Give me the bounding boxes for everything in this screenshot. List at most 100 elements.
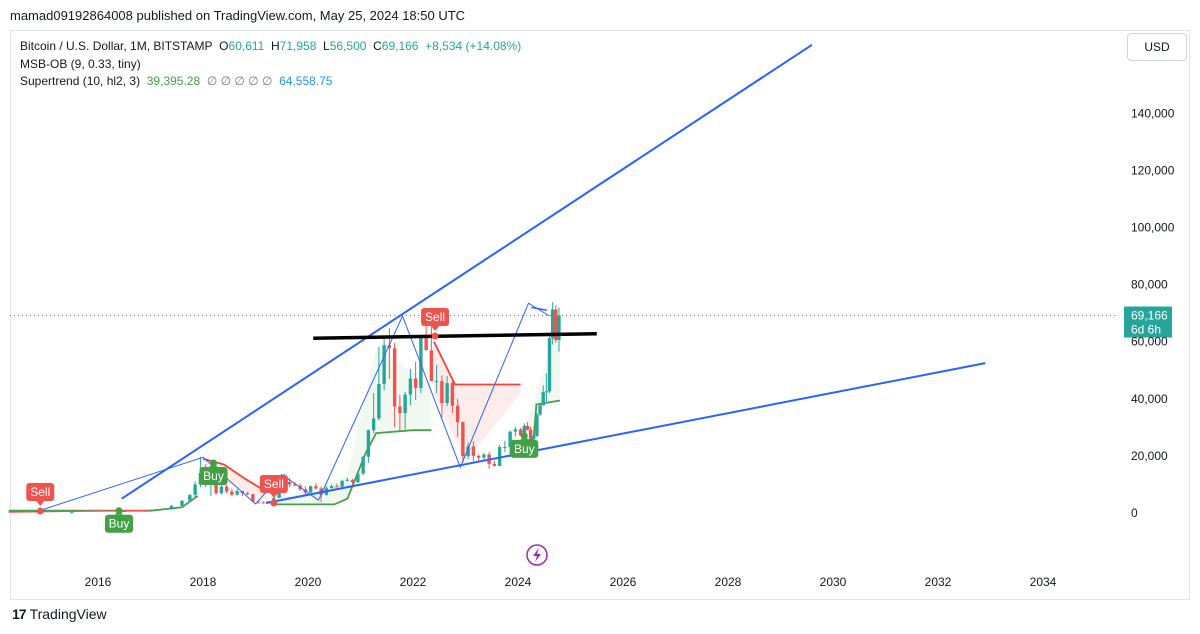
candle-body xyxy=(492,463,497,466)
candle-body xyxy=(122,511,126,513)
candle-body xyxy=(356,473,360,483)
signal-dot xyxy=(270,499,278,507)
candle-body xyxy=(518,429,523,436)
candles-layer xyxy=(8,302,561,514)
signal-label-buy: Buy xyxy=(105,507,133,533)
signal-label-text: Sell xyxy=(425,310,445,324)
x-tick-label: 2026 xyxy=(610,575,637,589)
candle-body xyxy=(525,425,530,430)
x-tick-label: 2032 xyxy=(925,575,952,589)
x-tick-label: 2024 xyxy=(505,575,532,589)
misc-layer xyxy=(526,544,548,566)
currency-button[interactable]: USD xyxy=(1127,33,1187,61)
tradingview-logo-text: TradingView xyxy=(29,606,107,622)
signal-label-text: Sell xyxy=(30,485,50,499)
lower-trend-line xyxy=(265,362,986,504)
candle-body xyxy=(345,479,350,481)
top-marker-line xyxy=(530,306,548,312)
candle-body xyxy=(180,500,184,506)
candle-body xyxy=(508,431,512,448)
candle-body xyxy=(350,479,355,483)
signal-labels-layer: Sell Buy Buy Sell Sell Buy xyxy=(26,307,539,533)
candle-body xyxy=(554,309,558,340)
price-tag-countdown: 6d 6h xyxy=(1131,323,1161,337)
signal-box xyxy=(199,467,228,486)
signal-label-text: Buy xyxy=(109,517,130,531)
candle-body xyxy=(513,429,518,432)
candle-body xyxy=(361,456,365,474)
tradingview-logo-icon: 17 xyxy=(12,606,27,622)
candle-body xyxy=(224,486,229,492)
supertrend-down-line-2 xyxy=(433,341,521,386)
legend-h-label: H xyxy=(271,39,280,53)
signal-label-sell: Sell xyxy=(259,475,288,507)
candle-body xyxy=(455,405,460,423)
x-tick-label: 2030 xyxy=(820,575,847,589)
candle-body xyxy=(169,505,174,510)
candle-body xyxy=(148,509,153,511)
legend-symbol: Bitcoin / U.S. Dollar, 1M, BITSTAMP xyxy=(20,39,213,53)
tradingview-logo[interactable]: 17 TradingView xyxy=(12,606,107,622)
y-tick-label: 60,000 xyxy=(1131,335,1168,349)
candle-body xyxy=(557,315,561,340)
candle-body xyxy=(522,425,526,436)
signal-pointer xyxy=(520,434,529,440)
indicator2-empty-values: ∅ ∅ ∅ ∅ ∅ xyxy=(206,74,273,88)
candle-body xyxy=(293,484,297,486)
y-tick-label: 100,000 xyxy=(1131,221,1175,235)
upper-trend-line xyxy=(121,43,813,500)
candle-body xyxy=(434,381,439,383)
x-tick-label: 2034 xyxy=(1030,575,1057,589)
candle-body xyxy=(366,430,371,457)
signal-label-text: Sell xyxy=(264,477,284,491)
legend-l-label: L xyxy=(323,39,330,53)
y-tick-label: 20,000 xyxy=(1131,449,1168,463)
candle-body xyxy=(471,446,476,456)
signal-pointer xyxy=(36,501,45,507)
price-tag-value: 69,166 xyxy=(1131,309,1168,323)
candle-body xyxy=(550,309,555,339)
supertrend-up-line-2 xyxy=(271,429,432,506)
candle-body xyxy=(277,488,281,498)
legend-indicator1[interactable]: MSB-OB (9, 0.33, tiny) xyxy=(20,56,521,74)
candle-body xyxy=(535,414,539,436)
legend-indicator2[interactable]: Supertrend (10, hl2, 3) 39,395.28 ∅ ∅ ∅ … xyxy=(20,73,521,91)
x-tick-label: 2016 xyxy=(85,575,112,589)
candle-body xyxy=(547,338,552,392)
signal-box xyxy=(510,439,539,458)
indicator2-value1: 39,395.28 xyxy=(146,74,201,88)
signal-box xyxy=(421,307,450,326)
candle-body xyxy=(482,454,486,458)
candle-body xyxy=(392,348,397,407)
signal-pointer xyxy=(431,325,440,331)
candle-body xyxy=(461,422,465,457)
candle-body xyxy=(544,391,549,393)
legend-o-value: 60,611 xyxy=(228,39,265,53)
legend-o-label: O xyxy=(219,39,229,53)
signal-label-sell: Sell xyxy=(26,483,55,515)
x-tick-label: 2022 xyxy=(400,575,427,589)
drawing-lines-layer xyxy=(10,43,1118,513)
lightning-icon xyxy=(526,544,548,566)
candle-body xyxy=(193,484,197,495)
signal-pointer xyxy=(269,493,278,499)
signal-box xyxy=(26,483,55,502)
candle-body xyxy=(503,447,507,449)
chart-legend: Bitcoin / U.S. Dollar, 1M, BITSTAMP O60,… xyxy=(20,38,521,91)
legend-c-label: C xyxy=(373,39,382,53)
signal-box xyxy=(259,475,288,494)
price-tag-box xyxy=(1124,306,1172,338)
candle-body xyxy=(256,501,260,503)
lightning-icon-ring xyxy=(526,544,548,566)
indicator2-label: Supertrend (10, hl2, 3) xyxy=(20,74,141,88)
candle-body xyxy=(466,446,470,457)
candle-body xyxy=(188,494,192,501)
signal-label-buy: Buy xyxy=(199,459,228,486)
lightning-icon-bolt xyxy=(533,548,541,562)
candle-body xyxy=(476,455,481,458)
chart-frame[interactable] xyxy=(10,30,1190,600)
legend-h-value: 71,958 xyxy=(279,39,317,53)
legend-symbol-row[interactable]: Bitcoin / U.S. Dollar, 1M, BITSTAMP O60,… xyxy=(20,38,521,56)
